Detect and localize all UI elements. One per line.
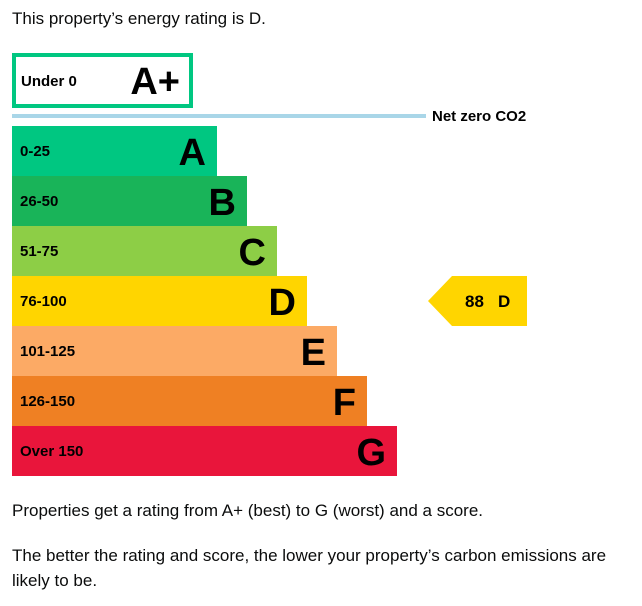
top-band-range: Under 0 bbox=[21, 73, 77, 90]
band-f-range: 126-150 bbox=[20, 393, 75, 410]
band-d-letter: D bbox=[269, 282, 296, 324]
energy-rating-intro: This property’s energy rating is D. bbox=[12, 9, 266, 28]
band-g-range: Over 150 bbox=[20, 443, 83, 460]
current-rating-letter: D bbox=[498, 292, 510, 311]
band-b-range: 26-50 bbox=[20, 193, 58, 210]
rating-explanation: Properties get a rating from A+ (best) t… bbox=[12, 501, 484, 520]
band-g-bar bbox=[12, 426, 397, 476]
net-zero-label: Net zero CO2 bbox=[432, 108, 526, 125]
top-band-box bbox=[12, 53, 193, 108]
band-e-range: 101-125 bbox=[20, 343, 75, 360]
current-rating-arrow bbox=[428, 276, 527, 326]
band-f-bar bbox=[12, 376, 367, 426]
energy-rating-chart: Under 0 A+ Net zero CO2 0-25 A 26-50 B 51-75… bbox=[12, 53, 527, 476]
band-e-letter: E bbox=[301, 332, 326, 374]
band-c-range: 51-75 bbox=[20, 243, 58, 260]
band-b-bar bbox=[12, 176, 247, 226]
current-rating-score: 88 bbox=[465, 292, 484, 311]
band-f-letter: F bbox=[333, 382, 356, 424]
top-band-letter: A+ bbox=[130, 61, 180, 103]
rating-bands: 0-25 A 26-50 B 51-75 C 76-100 D 101-125 E 126-150 F… bbox=[12, 126, 397, 476]
band-c-letter: C bbox=[239, 232, 266, 274]
current-rating-pointer: 88 D bbox=[428, 276, 527, 326]
band-g-letter: G bbox=[356, 432, 386, 474]
band-c-bar bbox=[12, 226, 277, 276]
band-a-letter: A bbox=[179, 132, 206, 174]
band-a-range: 0-25 bbox=[20, 143, 50, 160]
band-d-bar bbox=[12, 276, 307, 326]
carbon-explanation: The better the rating and score, the low… bbox=[12, 546, 607, 590]
band-a-bar bbox=[12, 126, 217, 176]
band-b-letter: B bbox=[209, 182, 236, 224]
band-e-bar bbox=[12, 326, 337, 376]
band-d-range: 76-100 bbox=[20, 293, 67, 310]
